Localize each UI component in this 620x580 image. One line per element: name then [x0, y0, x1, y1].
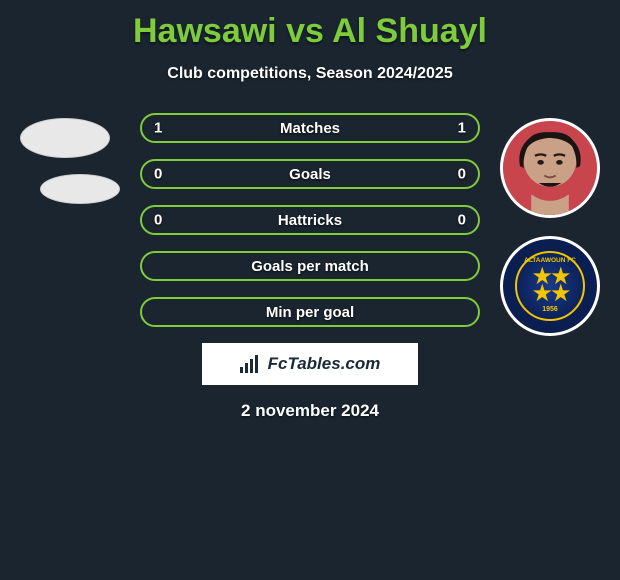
stat-left-value: 0: [154, 212, 162, 229]
stat-label: Hattricks: [278, 212, 342, 229]
stat-label: Goals: [289, 166, 331, 183]
stat-row-min-per-goal: Min per goal: [140, 297, 480, 327]
stat-row-hattricks: 0 Hattricks 0: [140, 205, 480, 235]
stat-row-goals: 0 Goals 0: [140, 159, 480, 189]
stat-row-matches: 1 Matches 1: [140, 113, 480, 143]
page-title: Hawsawi vs Al Shuayl: [0, 0, 620, 51]
stat-label: Goals per match: [251, 258, 369, 275]
watermark[interactable]: FcTables.com: [202, 343, 418, 385]
stat-left-value: 0: [154, 166, 162, 183]
watermark-label: FcTables.com: [268, 354, 381, 374]
stat-left-value: 1: [154, 120, 162, 137]
stat-label: Min per goal: [266, 304, 354, 321]
page-subtitle: Club competitions, Season 2024/2025: [0, 65, 620, 83]
stat-row-goals-per-match: Goals per match: [140, 251, 480, 281]
stat-right-value: 1: [458, 120, 466, 137]
bar-chart-icon: [240, 355, 262, 373]
stat-right-value: 0: [458, 212, 466, 229]
stat-right-value: 0: [458, 166, 466, 183]
footer-date: 2 november 2024: [0, 401, 620, 421]
stat-label: Matches: [280, 120, 340, 137]
stats-list: 1 Matches 1 0 Goals 0 0 Hattricks 0 Goal…: [0, 113, 620, 421]
